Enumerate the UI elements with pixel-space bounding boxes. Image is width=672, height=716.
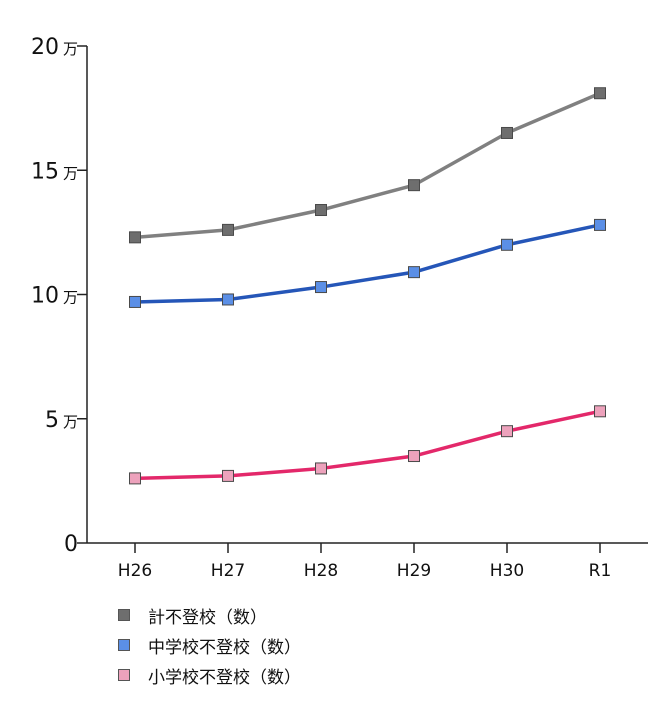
legend-label-elementary: 小学校不登校（数）: [148, 667, 301, 688]
series-line: [134, 223, 601, 304]
x-tick-label: H27: [211, 561, 245, 581]
data-point-marker: [408, 450, 420, 463]
legend-swatch-junior-high: [118, 639, 130, 651]
data-point-marker: [129, 231, 141, 244]
y-tick-unit: 万: [63, 40, 78, 58]
legend-item-elementary: 小学校不登校（数）: [118, 660, 301, 690]
data-point-marker: [594, 218, 606, 231]
legend: 計不登校（数） 中学校不登校（数） 小学校不登校（数）: [118, 600, 301, 690]
data-point-marker: [594, 87, 606, 100]
y-tick-unit: 万: [63, 289, 78, 307]
data-point-marker: [408, 266, 420, 279]
x-tick-label: R1: [589, 561, 612, 581]
y-tick-number: 0: [64, 532, 78, 557]
series-group: [129, 218, 606, 308]
x-tick-label: H28: [304, 561, 338, 581]
series-layer: [129, 87, 606, 485]
series-group: [129, 87, 606, 244]
data-point-marker: [501, 425, 513, 438]
legend-label-junior-high: 中学校不登校（数）: [148, 637, 301, 658]
series-line: [134, 409, 601, 481]
y-tick-unit: 万: [63, 413, 78, 431]
y-tick-label: 10 万: [31, 284, 78, 309]
x-tick-label: H26: [118, 561, 152, 581]
data-point-marker: [222, 223, 234, 236]
legend-item-junior-high: 中学校不登校（数）: [118, 630, 301, 660]
data-point-marker: [222, 469, 234, 482]
data-point-marker: [501, 238, 513, 251]
y-tick-number: 10: [31, 284, 59, 309]
legend-item-total: 計不登校（数）: [118, 600, 301, 630]
y-tick-label: 0: [64, 532, 78, 557]
y-tick-unit: 万: [63, 164, 78, 182]
y-tick-number: 15: [31, 159, 59, 184]
data-point-marker: [315, 204, 327, 217]
y-tick-label: 15 万: [31, 159, 78, 184]
data-point-marker: [222, 293, 234, 306]
legend-swatch-elementary: [118, 669, 130, 681]
data-point-marker: [129, 472, 141, 485]
data-point-marker: [594, 405, 606, 418]
y-tick-label: 20 万: [31, 35, 78, 60]
series-group: [129, 405, 606, 485]
y-tick-number: 5: [45, 408, 59, 433]
data-point-marker: [129, 295, 141, 308]
data-point-marker: [408, 179, 420, 192]
legend-swatch-total: [118, 609, 130, 621]
series-line: [134, 91, 601, 240]
data-point-marker: [315, 281, 327, 294]
y-tick-number: 20: [31, 35, 59, 60]
x-tick-label: H30: [490, 561, 524, 581]
data-point-marker: [501, 126, 513, 139]
data-point-marker: [315, 462, 327, 475]
x-tick-label: H29: [397, 561, 431, 581]
legend-label-total: 計不登校（数）: [148, 607, 267, 628]
